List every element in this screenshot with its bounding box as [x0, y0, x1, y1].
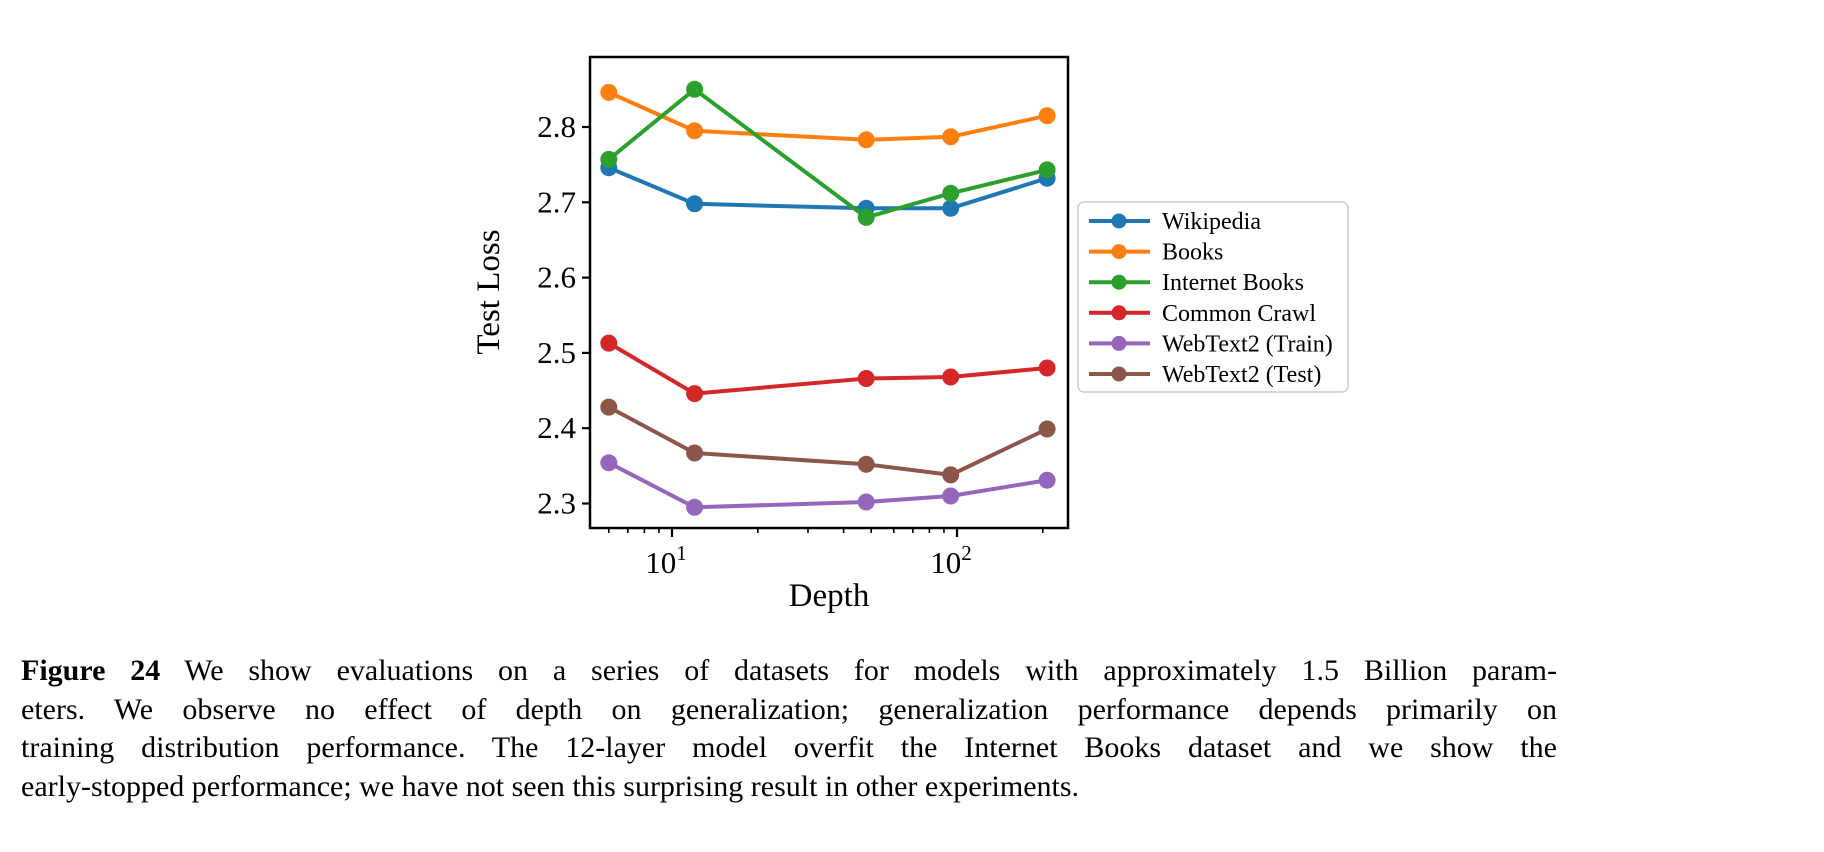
data-point — [1038, 107, 1056, 125]
data-point — [942, 466, 960, 484]
data-point — [942, 128, 960, 146]
data-point — [1038, 359, 1056, 377]
legend-label: Common Crawl — [1162, 301, 1316, 327]
data-point — [942, 368, 960, 386]
legend-marker — [1111, 335, 1127, 351]
legend-marker — [1111, 244, 1127, 260]
data-point — [857, 493, 875, 511]
legend-item: WebText2 (Test) — [1089, 362, 1321, 388]
series-line — [606, 90, 1050, 142]
data-point — [600, 334, 618, 352]
y-tick-label: 2.6 — [537, 260, 576, 295]
y-tick-label: 2.3 — [537, 486, 576, 521]
caption-line-4: early-stopped performance; we have not s… — [21, 769, 1080, 803]
legend-item: Internet Books — [1089, 270, 1304, 296]
data-point — [600, 83, 618, 101]
caption-line-3: training distribution performance. The 1… — [21, 731, 1557, 764]
plot-frame — [588, 55, 1070, 530]
y-tick-label: 2.4 — [537, 410, 576, 445]
legend-label: Internet Books — [1162, 270, 1304, 296]
legend-label: Wikipedia — [1162, 209, 1261, 235]
series-common-crawl — [600, 334, 1056, 403]
figure-caption: Figure 24 We show evaluations on a series… — [21, 652, 1557, 806]
data-point — [857, 370, 875, 387]
data-point — [686, 498, 704, 516]
legend-label: WebText2 (Test) — [1162, 362, 1321, 388]
data-point — [686, 80, 704, 98]
data-point — [600, 454, 618, 472]
caption-line-2: eters. We observe no effect of depth on … — [21, 692, 1557, 726]
x-axis-label: Depth — [789, 578, 870, 614]
data-point — [600, 398, 618, 416]
series-internet-books — [600, 80, 1056, 226]
series-webtext2-train- — [600, 454, 1056, 516]
figure-label: Figure 24 — [21, 654, 161, 687]
legend-item: Books — [1089, 240, 1223, 266]
data-point — [600, 150, 618, 168]
data-point — [942, 199, 960, 217]
figure-chart-area: 101 102 2.3 2.4 2.5 2.6 2.7 2.8 Depth Test Loss Wi… — [471, 55, 1349, 614]
data-point — [1038, 420, 1056, 438]
legend-marker — [1111, 305, 1127, 321]
data-point — [686, 444, 704, 462]
data-point — [857, 131, 875, 149]
legend-item: WebText2 (Train) — [1089, 331, 1333, 357]
data-point — [857, 455, 875, 473]
data-point — [686, 385, 704, 403]
y-tick-label: 2.7 — [537, 184, 576, 219]
series-books — [600, 83, 1056, 149]
data-point — [686, 122, 704, 140]
data-point — [686, 195, 704, 213]
data-point — [1038, 471, 1056, 489]
legend-label: WebText2 (Train) — [1162, 331, 1333, 357]
test-loss-vs-depth-chart: 101 102 2.3 2.4 2.5 2.6 2.7 2.8 Depth Test Loss Wi… — [471, 55, 1349, 614]
legend-item: Common Crawl — [1089, 301, 1316, 327]
data-point — [942, 184, 960, 202]
data-point — [857, 208, 875, 226]
series-line — [606, 405, 1050, 477]
chart-legend: Wikipedia Books Internet Books Common Crawl… — [1077, 201, 1349, 393]
data-point — [942, 487, 960, 505]
series-webtext2-test- — [600, 398, 1056, 484]
caption-text-1: We show evaluations on a series of datas… — [184, 654, 1558, 687]
legend-item: Wikipedia — [1089, 209, 1261, 235]
x-tick-label: 102 — [930, 541, 972, 580]
legend-label: Books — [1162, 240, 1223, 266]
series-line — [606, 460, 1050, 510]
data-point — [1038, 161, 1056, 179]
y-tick-label: 2.8 — [537, 109, 576, 144]
legend-marker — [1111, 213, 1127, 229]
x-tick-label: 101 — [645, 541, 687, 580]
caption-line-1: Figure 24 We show evaluations on a series… — [21, 652, 1557, 691]
legend-marker — [1111, 274, 1127, 290]
series-line — [606, 341, 1050, 396]
y-tick-label: 2.5 — [537, 335, 576, 370]
legend-marker — [1111, 366, 1127, 382]
y-axis-label: Test Loss — [471, 229, 507, 354]
